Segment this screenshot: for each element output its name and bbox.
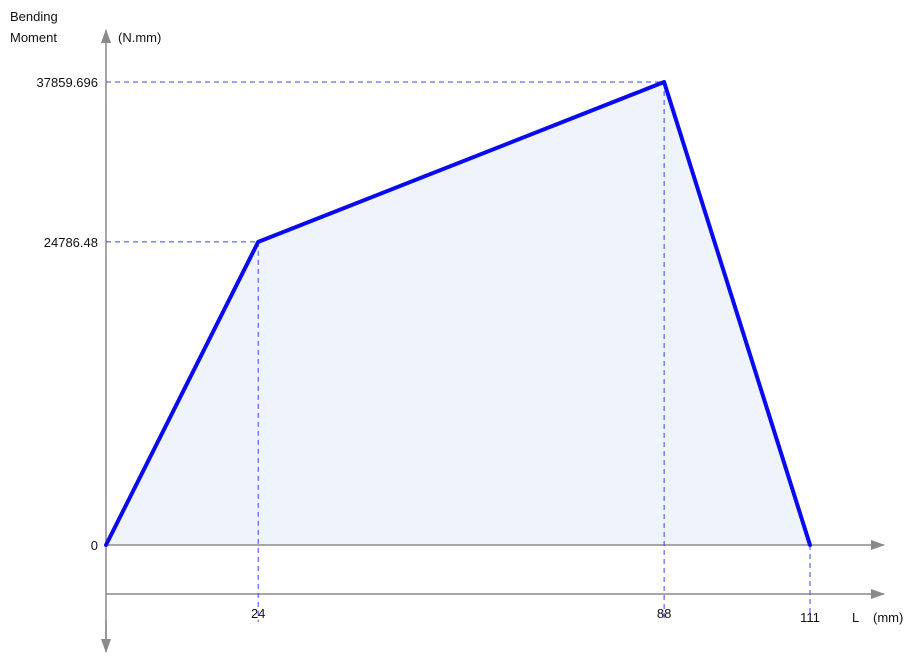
moment-line [104, 80, 812, 547]
y-axis-unit: (N.mm) [118, 30, 161, 45]
moment-area-fill [106, 82, 810, 545]
x-axis-unit: (mm) [873, 610, 903, 625]
y-tick-label: 37859.696 [37, 75, 98, 90]
y-tick-label: 0 [91, 538, 98, 553]
x-tick-label: 88 [657, 606, 671, 621]
guide-lines [106, 81, 811, 622]
y-axis-title-line2: Moment [10, 30, 57, 45]
x-axis-title: L [852, 610, 859, 625]
y-axis-title-line1: Bending [10, 9, 58, 24]
y-tick-label: 24786.48 [44, 235, 98, 250]
x-tick-label: 24 [251, 606, 265, 621]
x-tick-label: 111 [800, 610, 820, 625]
